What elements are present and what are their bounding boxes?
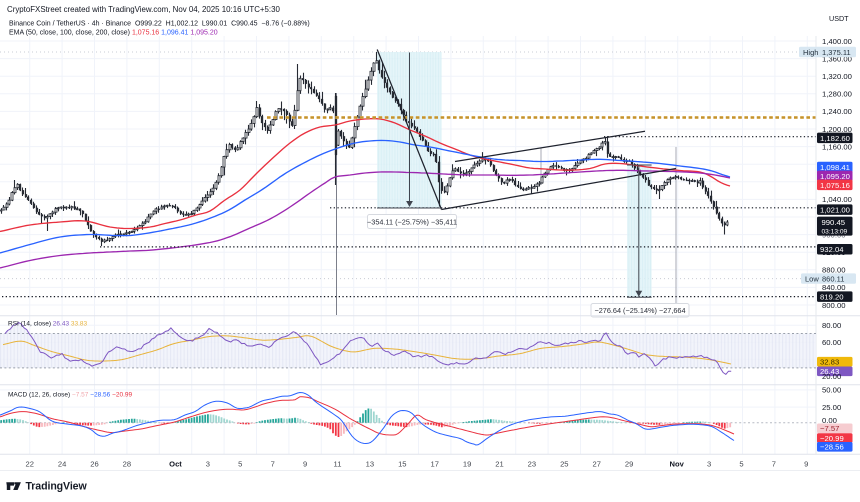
svg-text:5: 5 bbox=[238, 459, 242, 468]
svg-text:840.00: 840.00 bbox=[822, 283, 846, 292]
svg-text:High: High bbox=[803, 48, 818, 57]
svg-text:860.11: 860.11 bbox=[822, 274, 844, 283]
svg-text:15: 15 bbox=[398, 459, 406, 468]
svg-text:TradingView: TradingView bbox=[26, 481, 88, 493]
svg-text:1,075.16: 1,075.16 bbox=[820, 181, 850, 190]
svg-text:0.00: 0.00 bbox=[822, 416, 837, 425]
svg-text:RSI (14, close) 26.43 33.83: RSI (14, close) 26.43 33.83 bbox=[8, 321, 88, 328]
svg-text:03:13:09: 03:13:09 bbox=[822, 228, 848, 235]
svg-text:20.00: 20.00 bbox=[822, 372, 841, 381]
svg-text:25.00: 25.00 bbox=[822, 403, 841, 412]
svg-text:1,240.00: 1,240.00 bbox=[822, 107, 852, 116]
svg-text:Binance Coin / TetherUS · 4h ·: Binance Coin / TetherUS · 4h · Binance O… bbox=[9, 20, 310, 27]
svg-text:23: 23 bbox=[528, 459, 536, 468]
svg-text:1,095.20: 1,095.20 bbox=[820, 172, 850, 181]
svg-text:819.20: 819.20 bbox=[820, 293, 844, 302]
svg-text:9: 9 bbox=[804, 459, 808, 468]
svg-text:−276.64 (−25.14%) −27,664: −276.64 (−25.14%) −27,664 bbox=[594, 306, 685, 315]
svg-text:9: 9 bbox=[303, 459, 307, 468]
svg-text:27: 27 bbox=[592, 459, 600, 468]
svg-text:1,200.00: 1,200.00 bbox=[822, 125, 852, 134]
svg-text:Nov: Nov bbox=[670, 459, 685, 468]
svg-text:990.45: 990.45 bbox=[822, 218, 846, 227]
svg-text:1,375.11: 1,375.11 bbox=[822, 48, 851, 57]
svg-text:CryptoFXStreet created with Tr: CryptoFXStreet created with TradingView.… bbox=[7, 5, 280, 14]
svg-text:1,400.00: 1,400.00 bbox=[822, 37, 852, 46]
svg-text:EMA (50, close, 100, close, 20: EMA (50, close, 100, close, 200, close) … bbox=[9, 29, 218, 36]
svg-text:3: 3 bbox=[707, 459, 711, 468]
svg-text:Low: Low bbox=[805, 274, 819, 283]
svg-text:Oct: Oct bbox=[169, 459, 182, 468]
svg-text:1,182.60: 1,182.60 bbox=[820, 134, 850, 143]
svg-text:7: 7 bbox=[271, 459, 275, 468]
svg-text:25: 25 bbox=[560, 459, 568, 468]
svg-text:7: 7 bbox=[772, 459, 776, 468]
svg-text:32.83: 32.83 bbox=[820, 358, 839, 367]
svg-text:11: 11 bbox=[334, 459, 342, 468]
svg-text:−28.56: −28.56 bbox=[820, 443, 844, 452]
svg-text:28: 28 bbox=[123, 459, 131, 468]
svg-text:1,280.00: 1,280.00 bbox=[822, 90, 852, 99]
svg-text:22: 22 bbox=[25, 459, 33, 468]
svg-text:26.43: 26.43 bbox=[820, 367, 839, 376]
svg-text:MACD (12, 26, close) −7.57 −28: MACD (12, 26, close) −7.57 −28.56 −20.99 bbox=[8, 391, 133, 398]
svg-text:17: 17 bbox=[430, 459, 438, 468]
svg-text:60.00: 60.00 bbox=[822, 338, 841, 347]
svg-text:−7.57: −7.57 bbox=[820, 424, 839, 433]
svg-text:800.00: 800.00 bbox=[822, 301, 846, 310]
svg-text:−20.99: −20.99 bbox=[820, 434, 844, 443]
svg-text:19: 19 bbox=[463, 459, 471, 468]
svg-text:932.04: 932.04 bbox=[820, 245, 844, 254]
svg-text:−354.11 (−25.75%) −35,411: −354.11 (−25.75%) −35,411 bbox=[367, 217, 457, 226]
svg-text:24: 24 bbox=[58, 459, 66, 468]
svg-text:13: 13 bbox=[366, 459, 374, 468]
svg-text:26: 26 bbox=[90, 459, 98, 468]
svg-text:3: 3 bbox=[206, 459, 210, 468]
svg-text:29: 29 bbox=[625, 459, 633, 468]
svg-text:5: 5 bbox=[739, 459, 743, 468]
svg-text:USDT: USDT bbox=[829, 14, 849, 23]
svg-text:1,040.00: 1,040.00 bbox=[822, 195, 852, 204]
svg-text:21: 21 bbox=[495, 459, 503, 468]
svg-text:1,320.00: 1,320.00 bbox=[822, 72, 852, 81]
svg-text:880.00: 880.00 bbox=[822, 266, 846, 275]
svg-text:1,160.00: 1,160.00 bbox=[822, 142, 852, 151]
svg-text:1,021.00: 1,021.00 bbox=[820, 206, 850, 215]
svg-text:80.00: 80.00 bbox=[822, 321, 841, 330]
svg-text:1,098.41: 1,098.41 bbox=[820, 163, 850, 172]
svg-text:1,360.00: 1,360.00 bbox=[822, 54, 852, 63]
svg-text:50.00: 50.00 bbox=[822, 386, 841, 395]
